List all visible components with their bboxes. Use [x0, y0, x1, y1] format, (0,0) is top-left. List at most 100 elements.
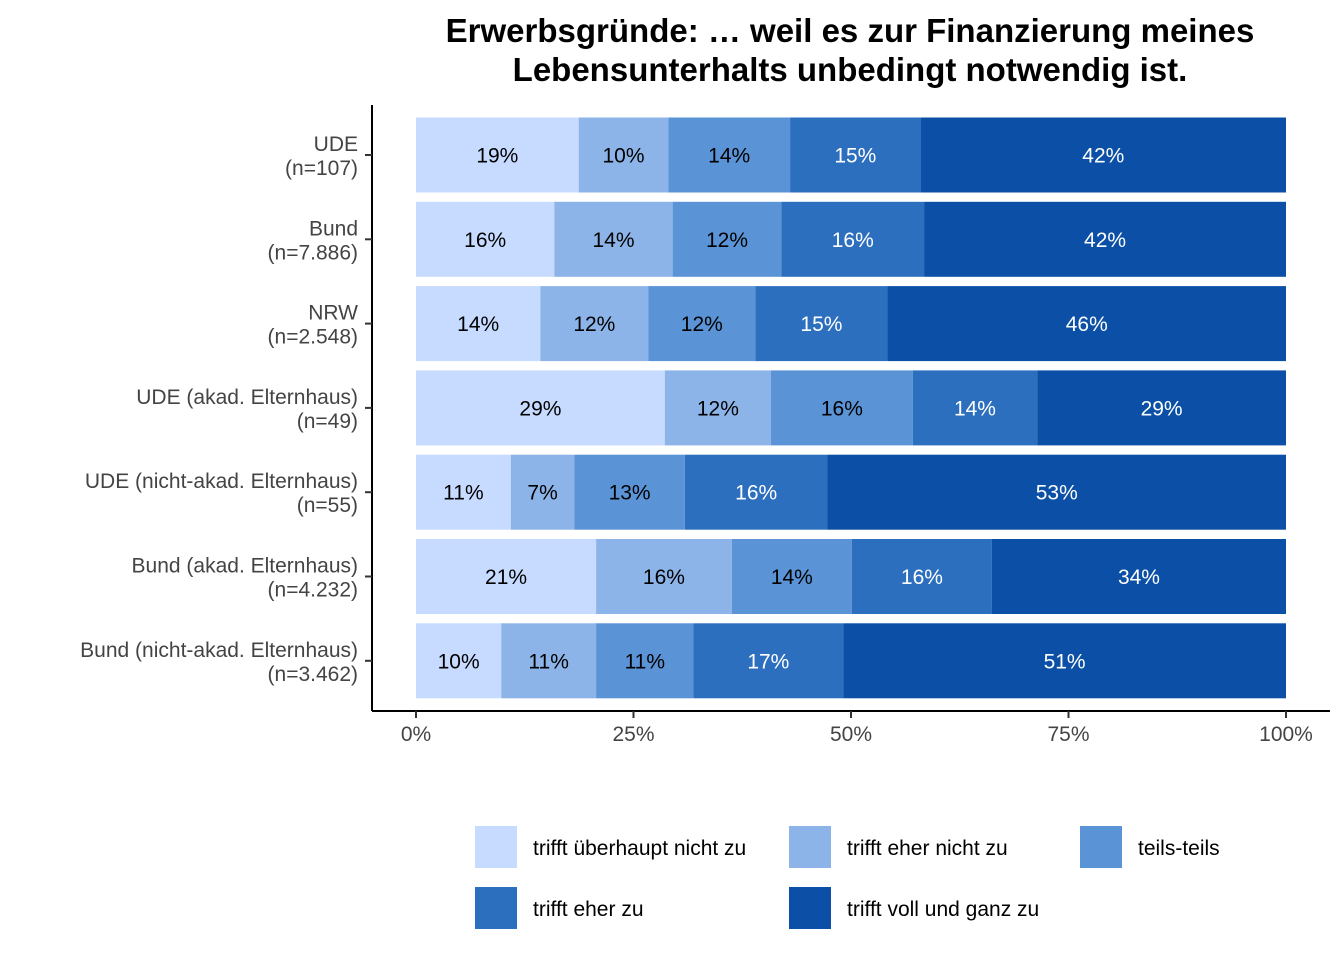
bar-segment-row3-series5	[887, 286, 1286, 362]
legend-swatch-2	[789, 826, 831, 868]
y-tick-label-2-n: (n=7.886)	[268, 241, 358, 264]
bar-segment-row1-series3	[668, 117, 791, 193]
data-labels: 19% 10% 14% 15% 42% 16% 14% 12% 16% 42% 14% 12% 12% 1…	[438, 145, 1183, 674]
data-label-row1-series2: 10%	[602, 145, 644, 168]
y-tick-label-5-n: (n=55)	[297, 494, 358, 517]
y-tick-label-4-n: (n=49)	[297, 410, 358, 433]
chart-title-line-1: Erwerbsgründe: … weil es zur Finanzierun…	[446, 12, 1255, 49]
data-label-row1-series3: 14%	[708, 145, 750, 168]
y-tick-label-1-name: UDE	[314, 133, 358, 156]
data-label-row6-series5: 34%	[1118, 566, 1160, 589]
bar-segment-row2-series4	[781, 201, 925, 277]
legend-label-5: trifft voll und ganz zu	[847, 898, 1039, 921]
data-label-row6-series1: 21%	[485, 566, 527, 589]
x-tick-label-3: 50%	[830, 723, 872, 746]
bar-segment-row2-series2	[554, 201, 673, 277]
x-tick-label-5: 100%	[1259, 723, 1313, 746]
bar-segment-row6-series1	[416, 539, 597, 614]
bar-segment-row1-series2	[578, 117, 669, 193]
data-label-row1-series1: 19%	[476, 145, 518, 168]
data-label-row1-series4: 15%	[834, 145, 876, 168]
x-tick-label-4: 75%	[1047, 723, 1089, 746]
data-label-row5-series2: 7%	[527, 482, 557, 505]
legend-label-2: trifft eher nicht zu	[847, 837, 1008, 860]
bar-segment-row3-series1	[416, 286, 541, 362]
data-label-row5-series1: 11%	[443, 482, 483, 505]
y-tick-label-5-name: UDE (nicht-akad. Elternhaus)	[85, 470, 358, 493]
bar-segment-row5-series2	[510, 454, 575, 530]
data-label-row2-series3: 12%	[706, 229, 748, 252]
bar-segment-row3-series3	[648, 286, 756, 362]
y-tick-label-6-n: (n=4.232)	[268, 579, 358, 602]
data-label-row4-series2: 12%	[697, 397, 739, 420]
bar-segment-row6-series2	[596, 539, 732, 614]
y-tick-label-7-name: Bund (nicht-akad. Elternhaus)	[80, 639, 358, 662]
legend-label-4: trifft eher zu	[533, 898, 644, 921]
data-label-row2-series1: 16%	[464, 229, 506, 252]
data-label-row7-series4: 17%	[747, 650, 789, 673]
bar-segment-row4-series5	[1037, 370, 1286, 446]
bar-segment-row4-series3	[770, 370, 913, 446]
bar-segment-row2-series5	[924, 201, 1286, 277]
data-label-row4-series5: 29%	[1141, 397, 1183, 420]
data-label-row7-series2: 11%	[528, 650, 568, 673]
y-axis: UDE(n=107) Bund(n=7.886) NRW(n=2.548) UDE (…	[80, 133, 372, 686]
legend: trifft überhaupt nicht zu trifft eher nic…	[475, 826, 1220, 929]
data-label-row4-series4: 14%	[954, 397, 996, 420]
data-label-row6-series2: 16%	[643, 566, 685, 589]
y-tick-label-6-name: Bund (akad. Elternhaus)	[132, 555, 358, 578]
bar-segment-row3-series4	[755, 286, 888, 362]
bar-segment-row1-series5	[920, 117, 1286, 193]
bar-segment-row6-series3	[731, 539, 852, 614]
bar-segment-row7-series4	[693, 623, 844, 699]
data-label-row2-series4: 16%	[832, 229, 874, 252]
data-label-row1-series5: 42%	[1082, 145, 1124, 168]
data-label-row7-series5: 51%	[1044, 650, 1086, 673]
data-label-row5-series5: 53%	[1036, 482, 1078, 505]
data-label-row4-series1: 29%	[519, 397, 561, 420]
bar-segment-row5-series3	[574, 454, 685, 530]
legend-swatch-4	[475, 887, 517, 929]
data-label-row5-series4: 16%	[735, 482, 777, 505]
data-label-row3-series3: 12%	[681, 313, 723, 336]
y-tick-label-1-n: (n=107)	[285, 157, 358, 180]
y-tick-label-2-name: Bund	[309, 217, 358, 240]
data-label-row3-series1: 14%	[457, 313, 499, 336]
legend-label-3: teils-teils	[1138, 837, 1220, 860]
y-tick-label-4-name: UDE (akad. Elternhaus)	[136, 386, 358, 409]
data-label-row3-series2: 12%	[573, 313, 615, 336]
data-label-row2-series2: 14%	[592, 229, 634, 252]
bar-segment-row4-series2	[664, 370, 771, 446]
bar-segment-row7-series3	[596, 623, 694, 699]
legend-swatch-3	[1080, 826, 1122, 868]
y-tick-label-3-n: (n=2.548)	[268, 326, 358, 349]
bar-segment-row1-series1	[416, 117, 579, 193]
x-tick-label-1: 0%	[401, 723, 431, 746]
data-label-row5-series3: 13%	[609, 482, 651, 505]
bar-segments	[416, 117, 1286, 699]
data-label-row6-series3: 14%	[771, 566, 813, 589]
data-label-row4-series3: 16%	[821, 397, 863, 420]
bar-segment-row7-series1	[416, 623, 502, 699]
legend-label-1: trifft überhaupt nicht zu	[533, 837, 746, 860]
bar-segment-row1-series4	[790, 117, 921, 193]
bar-segment-row5-series5	[827, 454, 1286, 530]
x-axis: 0% 25% 50% 75% 100%	[401, 711, 1313, 746]
bar-segment-row7-series2	[501, 623, 597, 699]
bar-segment-row6-series4	[851, 539, 992, 614]
y-tick-label-7-n: (n=3.462)	[268, 663, 358, 686]
bar-segment-row4-series1	[416, 370, 665, 446]
bar-segment-row4-series4	[912, 370, 1038, 446]
bar-segment-row5-series4	[684, 454, 828, 530]
bar-segment-row2-series3	[672, 201, 782, 277]
legend-swatch-5	[789, 887, 831, 929]
data-label-row7-series1: 10%	[438, 650, 480, 673]
y-tick-label-3-name: NRW	[308, 302, 358, 325]
data-label-row7-series3: 11%	[625, 650, 665, 673]
chart-title-line-2: Lebensunterhalts unbedingt notwendig ist…	[513, 51, 1188, 88]
data-label-row3-series5: 46%	[1066, 313, 1108, 336]
bar-segment-row7-series5	[843, 623, 1286, 699]
bar-segment-row3-series2	[540, 286, 649, 362]
bar-segment-row2-series1	[416, 201, 555, 277]
